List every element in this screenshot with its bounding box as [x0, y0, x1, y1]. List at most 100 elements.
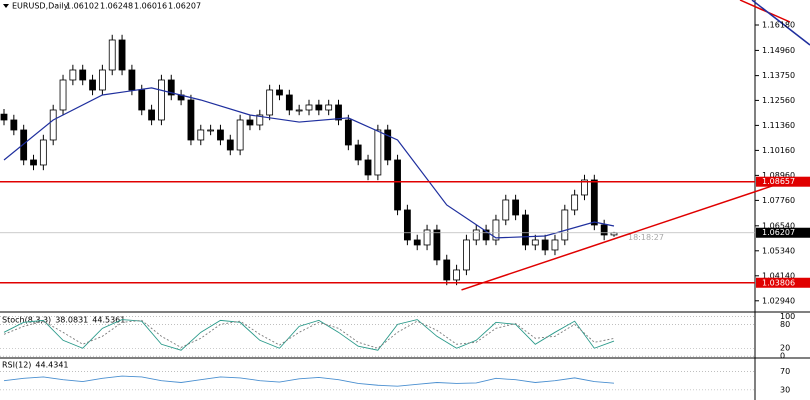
candle-body	[167, 79, 175, 96]
trend-line	[751, 0, 810, 46]
candle-body	[305, 104, 313, 111]
price-label-box	[756, 227, 810, 238]
candle-body	[295, 109, 303, 112]
candle-body	[325, 104, 333, 111]
indicator-title: Stoch(8,3,3)	[2, 316, 51, 325]
candle-body	[423, 229, 431, 246]
candle-body	[512, 199, 520, 216]
candle-body	[502, 199, 510, 221]
level-label-box	[756, 176, 810, 187]
candle-body	[541, 239, 549, 251]
time-label: 18:18:27	[628, 233, 664, 242]
candle-body	[266, 89, 274, 116]
candle-body	[384, 129, 392, 161]
candle-body	[49, 109, 57, 141]
candle-body	[571, 194, 579, 211]
candle-body	[226, 139, 234, 151]
y-tick-label: 1.07760	[762, 196, 795, 205]
candle-body	[374, 129, 382, 176]
candle-body	[492, 219, 500, 241]
candle-body	[148, 109, 155, 121]
symbol-label: EURUSD,Daily	[12, 2, 69, 11]
indicator-title: RSI(12)	[2, 361, 31, 370]
candle-body	[551, 239, 559, 251]
candle-body	[433, 229, 441, 261]
level-label: 1.03806	[762, 278, 795, 287]
candle-body	[138, 89, 146, 111]
candle-body	[197, 129, 205, 141]
indicator-value: 38.0831	[55, 316, 88, 325]
candle-body	[236, 119, 244, 151]
ohlc-value: 1.06248	[100, 2, 133, 11]
candle-body	[335, 104, 342, 121]
candle-body	[561, 209, 569, 241]
candle-body	[285, 94, 293, 111]
candle-body	[128, 69, 136, 91]
candle-body	[276, 89, 283, 96]
candle-body	[39, 139, 47, 166]
candle-body	[354, 144, 362, 161]
candle-body	[0, 113, 8, 121]
y-tick-label: 1.05340	[762, 246, 795, 255]
ohlc-value: 1.06102	[66, 2, 99, 11]
candle-body	[118, 39, 126, 71]
trend-line	[461, 183, 777, 291]
candle-body	[256, 114, 264, 126]
y-tick-label: 1.04140	[762, 271, 795, 280]
candle-body	[600, 224, 608, 236]
y-tick-label: 1.10160	[762, 146, 795, 155]
price-label: 1.06207	[762, 228, 795, 237]
candle-body	[207, 129, 215, 132]
y-tick-label: 1.11360	[762, 121, 795, 130]
candle-body	[89, 79, 96, 91]
candle-body	[522, 214, 529, 246]
y-tick-label: 0	[780, 352, 785, 361]
candle-body	[413, 239, 421, 246]
y-tick-label: 1.06540	[762, 221, 795, 230]
y-tick-label: 1.14960	[762, 46, 795, 55]
candle-body	[531, 239, 539, 246]
level-label: 1.08657	[762, 177, 795, 186]
candle-body	[108, 39, 116, 71]
candle-body	[472, 229, 480, 241]
y-tick-label: 1.13750	[762, 71, 795, 80]
moving-average	[3, 87, 615, 239]
y-tick-label: 20	[780, 344, 790, 353]
indicator-line	[3, 319, 615, 349]
indicator-value: 44.5361	[92, 316, 125, 325]
y-tick-label: 70	[780, 367, 790, 376]
indicator-value: 44.4341	[35, 361, 68, 370]
candle-body	[364, 159, 372, 176]
y-tick-label: 1.12560	[762, 96, 795, 105]
y-tick-label: 1.16180	[762, 20, 795, 29]
candle-body	[59, 79, 67, 111]
candle-body	[590, 179, 598, 226]
ohlc-value: 1.06207	[168, 2, 201, 11]
candle-body	[344, 119, 352, 146]
candle-body	[463, 239, 470, 271]
y-tick-label: 100	[780, 312, 795, 321]
candle-body	[20, 129, 28, 161]
menu-arrow	[3, 4, 9, 8]
candle-body	[158, 79, 165, 121]
candle-body	[581, 179, 588, 196]
candle-body	[246, 119, 254, 126]
candle-body	[394, 159, 401, 211]
candle-body	[79, 69, 87, 81]
candle-body	[187, 99, 195, 141]
candle-body	[30, 159, 37, 166]
y-tick-label: 30	[780, 385, 790, 394]
candle-body	[98, 69, 106, 91]
y-tick-label: 1.08960	[762, 171, 795, 180]
candle-body	[482, 229, 490, 241]
indicator-line	[3, 375, 615, 387]
ohlc-value: 1.06016	[134, 2, 167, 11]
y-tick-label: 80	[780, 320, 790, 329]
candle-body	[443, 259, 451, 281]
y-tick-label: 1.02940	[762, 296, 795, 305]
candle-body	[453, 269, 460, 281]
candle-body	[217, 129, 224, 141]
candle-body	[315, 104, 323, 111]
